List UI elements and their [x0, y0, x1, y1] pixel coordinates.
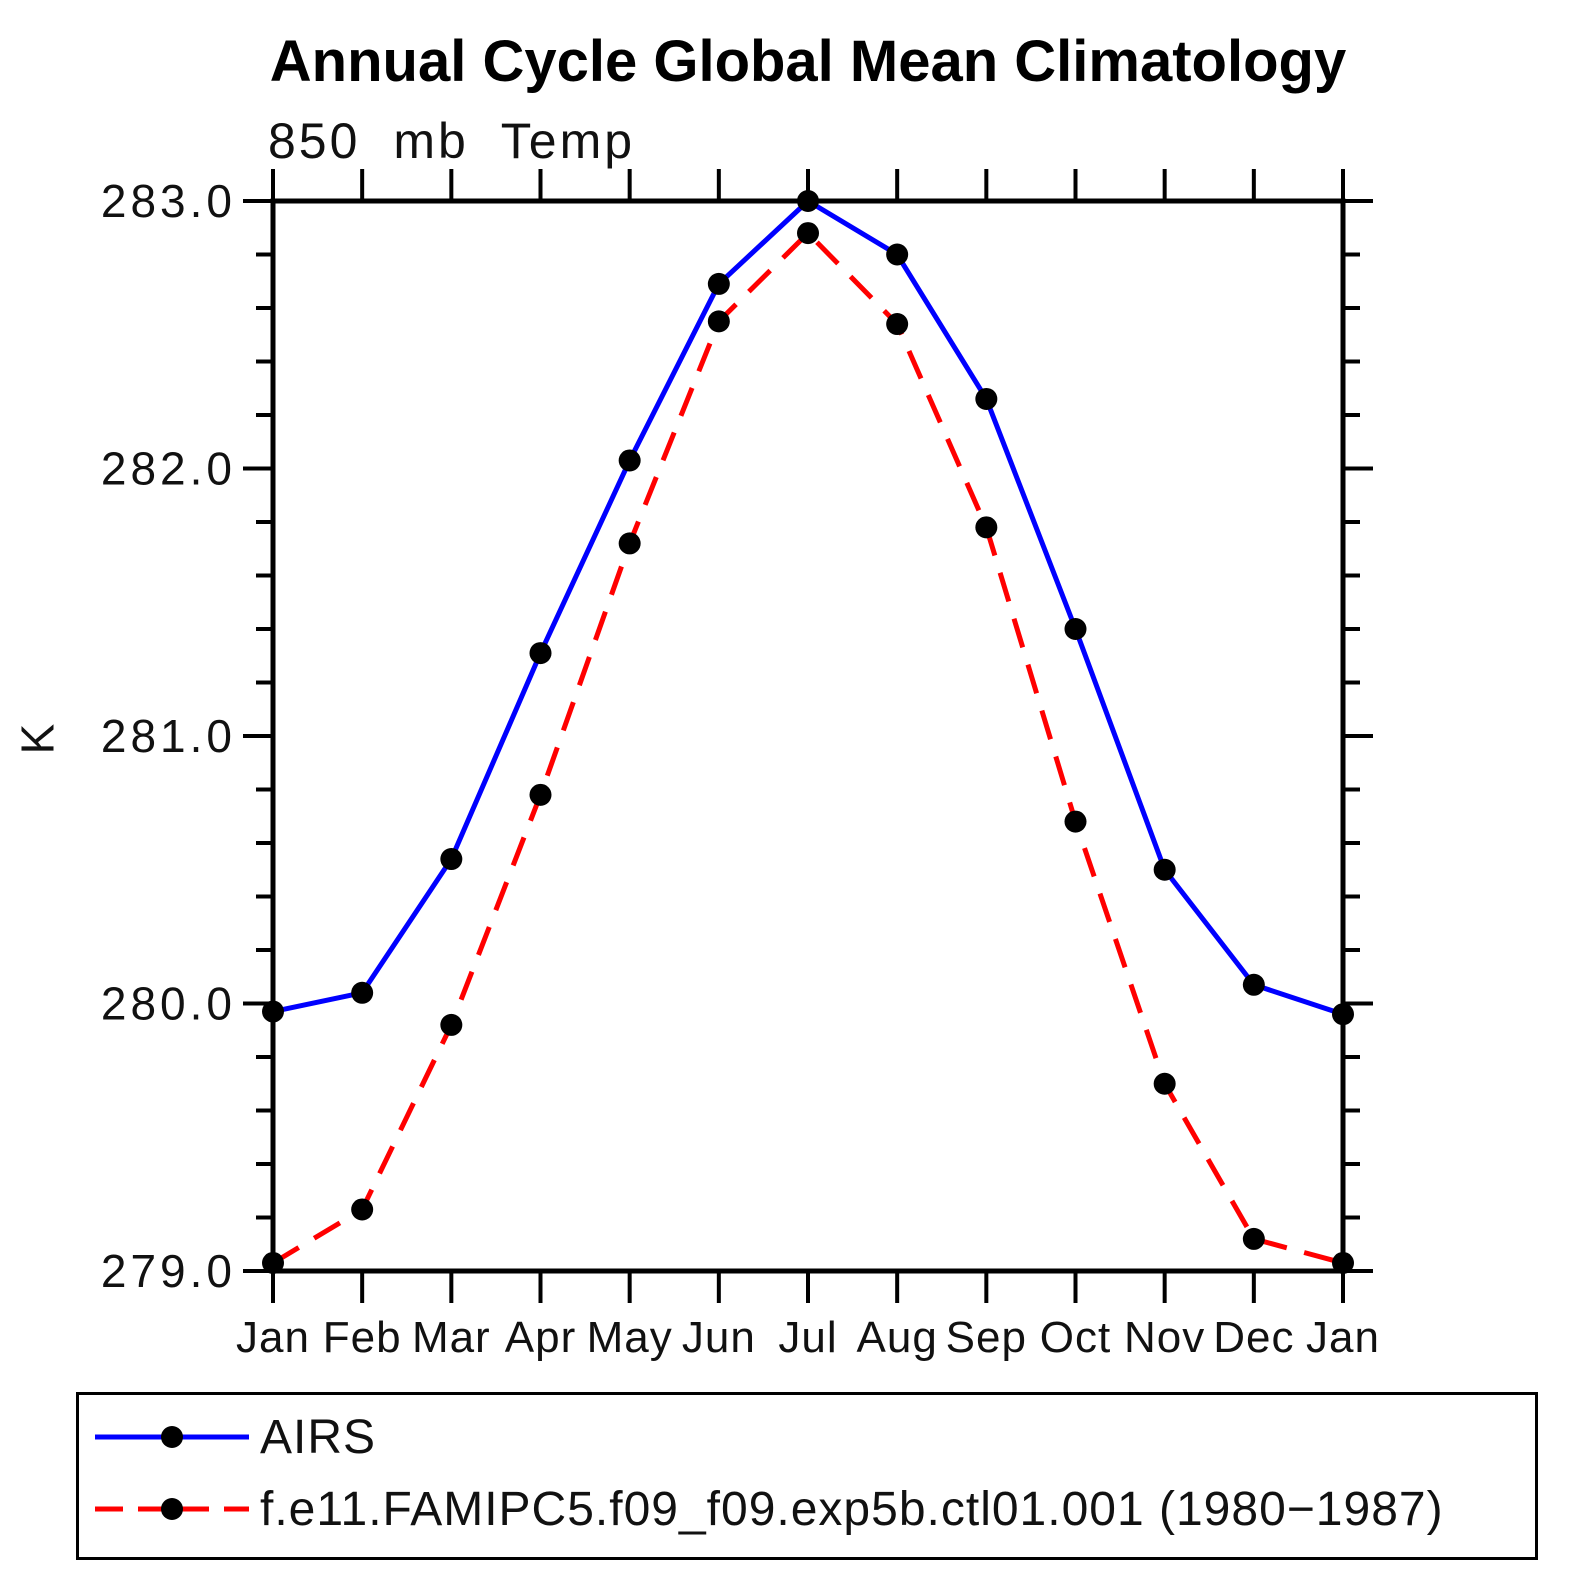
axes-box	[270, 198, 1346, 1274]
data-point-airs-5	[707, 272, 730, 295]
x-tick-label: Mar	[412, 1313, 491, 1362]
y-tick-label: 283.0	[101, 175, 236, 227]
data-point-airs-12	[1332, 1003, 1354, 1026]
data-point-airs-3	[529, 642, 552, 665]
data-point-airs-11	[1242, 973, 1265, 996]
legend-row-model: f.e11.FAMIPC5.f09_f09.exp5b.ctl01.001 (1…	[91, 1473, 1535, 1545]
x-tick-label: Jul	[778, 1313, 837, 1362]
data-point-model-12	[1332, 1251, 1354, 1274]
data-point-airs-6	[797, 190, 819, 212]
data-point-airs-4	[618, 449, 641, 472]
x-tick-label: Dec	[1213, 1313, 1294, 1362]
legend-label-model: f.e11.FAMIPC5.f09_f09.exp5b.ctl01.001 (1…	[260, 1482, 1444, 1536]
data-point-model-6	[797, 222, 819, 245]
chart-subtitle: 850 mb Temp	[268, 113, 636, 169]
legend-marker-dot	[161, 1426, 183, 1448]
x-tick-label: Nov	[1124, 1313, 1205, 1362]
y-tick-label: 281.0	[101, 710, 236, 762]
legend-sample-airs-line	[95, 1426, 249, 1448]
data-point-model-1	[351, 1198, 374, 1221]
legend-label-airs: AIRS	[260, 1410, 377, 1464]
y-tick-label: 282.0	[101, 443, 236, 495]
series-line-airs	[272, 198, 1344, 1017]
data-point-model-5	[707, 310, 730, 333]
x-tick-label: Oct	[1040, 1313, 1111, 1362]
legend-marker-dot	[161, 1498, 183, 1520]
chart-title: Annual Cycle Global Mean Climatology	[269, 29, 1347, 94]
legend-row-airs: AIRS	[91, 1401, 1535, 1473]
x-tick-label: May	[587, 1313, 673, 1362]
series-line-model	[271, 230, 1344, 1266]
data-point-airs-2	[440, 848, 463, 871]
x-tick-label: Sep	[946, 1313, 1027, 1362]
data-point-model-10	[1153, 1072, 1176, 1095]
data-point-airs-10	[1153, 858, 1176, 881]
x-tick-label: Aug	[857, 1313, 938, 1362]
data-point-model-0	[262, 1251, 284, 1274]
data-point-model-7	[886, 313, 909, 336]
data-point-model-11	[1242, 1227, 1265, 1250]
data-point-model-4	[618, 532, 641, 555]
data-point-model-3	[529, 783, 552, 806]
x-tick-label: Jan	[1306, 1313, 1380, 1362]
x-tick-label: Jun	[682, 1313, 756, 1362]
data-point-airs-8	[975, 387, 998, 410]
y-tick-label: 279.0	[101, 1245, 236, 1297]
x-tick-label: Jan	[236, 1313, 310, 1362]
data-point-model-2	[440, 1013, 463, 1036]
data-point-model-9	[1064, 810, 1087, 833]
data-point-airs-7	[886, 243, 909, 266]
x-tick-label: Apr	[505, 1313, 576, 1362]
data-point-airs-1	[351, 981, 374, 1004]
legend-box: AIRS f.e11.FAMIPC5.f09_f09.exp5b.ctl01.0…	[76, 1392, 1538, 1560]
data-point-airs-0	[262, 1000, 284, 1023]
y-tick-label: 280.0	[101, 978, 236, 1030]
legend-sample-model-line	[95, 1498, 249, 1520]
data-point-airs-9	[1064, 618, 1087, 640]
x-tick-label: Feb	[323, 1313, 402, 1362]
data-point-model-8	[975, 516, 998, 539]
